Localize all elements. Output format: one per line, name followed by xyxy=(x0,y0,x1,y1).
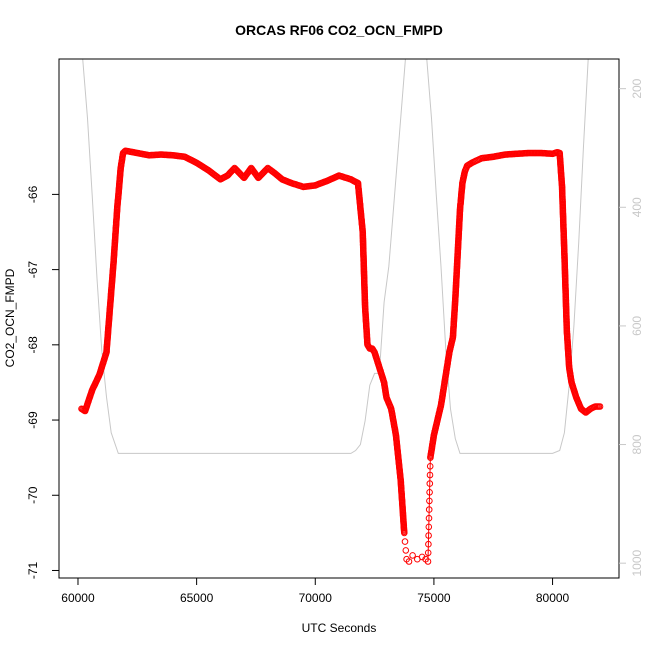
x-tick-label: 65000 xyxy=(180,591,214,605)
x-tick-label: 70000 xyxy=(299,591,333,605)
chart-title: ORCAS RF06 CO2_OCN_FMPD xyxy=(235,22,443,38)
y2-tick-label: 1000 xyxy=(630,550,644,577)
data-point xyxy=(409,552,416,559)
data-point xyxy=(425,506,433,513)
data-point xyxy=(424,549,432,557)
y2-axis: 200 400 600 800 1000 xyxy=(619,78,644,577)
data-point xyxy=(426,497,433,505)
data-point xyxy=(426,480,434,487)
y-axis-label: CO2_OCN_FMPD xyxy=(3,268,17,367)
y2-tick-label: 200 xyxy=(630,78,644,98)
plot-area xyxy=(78,59,604,565)
plot-frame xyxy=(58,58,620,579)
y2-tick-label: 800 xyxy=(630,434,644,454)
x-axis-label: UTC Seconds xyxy=(302,621,377,635)
y-tick-label: -67 xyxy=(26,261,40,279)
y-tick-label: -69 xyxy=(26,411,40,429)
data-point xyxy=(401,529,408,537)
x-tick-label: 75000 xyxy=(417,591,451,605)
data-point xyxy=(424,558,432,565)
y-tick-label: -71 xyxy=(26,561,40,579)
data-point xyxy=(402,547,410,554)
data-point xyxy=(405,558,413,565)
data-point xyxy=(425,540,432,548)
y2-tick-label: 600 xyxy=(630,316,644,336)
altitude-line xyxy=(82,59,589,454)
y-tick-label: -66 xyxy=(26,185,40,203)
y-axis: -71 -70 -69 -68 -67 -66 xyxy=(26,185,59,579)
data-point xyxy=(426,471,434,479)
co2-connector xyxy=(427,457,431,562)
x-axis: 60000 65000 70000 75000 80000 xyxy=(61,577,570,605)
x-tick-label: 80000 xyxy=(536,591,570,605)
co2-series xyxy=(78,147,604,565)
y2-tick-label: 400 xyxy=(630,197,644,217)
data-point xyxy=(426,463,434,470)
x-tick-label: 60000 xyxy=(61,591,95,605)
data-point xyxy=(425,523,433,531)
data-point xyxy=(425,532,432,539)
data-point xyxy=(425,514,433,522)
data-point xyxy=(401,538,409,545)
y-tick-label: -68 xyxy=(26,336,40,354)
data-point xyxy=(596,403,604,410)
y-tick-label: -70 xyxy=(26,486,40,504)
data-point xyxy=(426,489,433,496)
